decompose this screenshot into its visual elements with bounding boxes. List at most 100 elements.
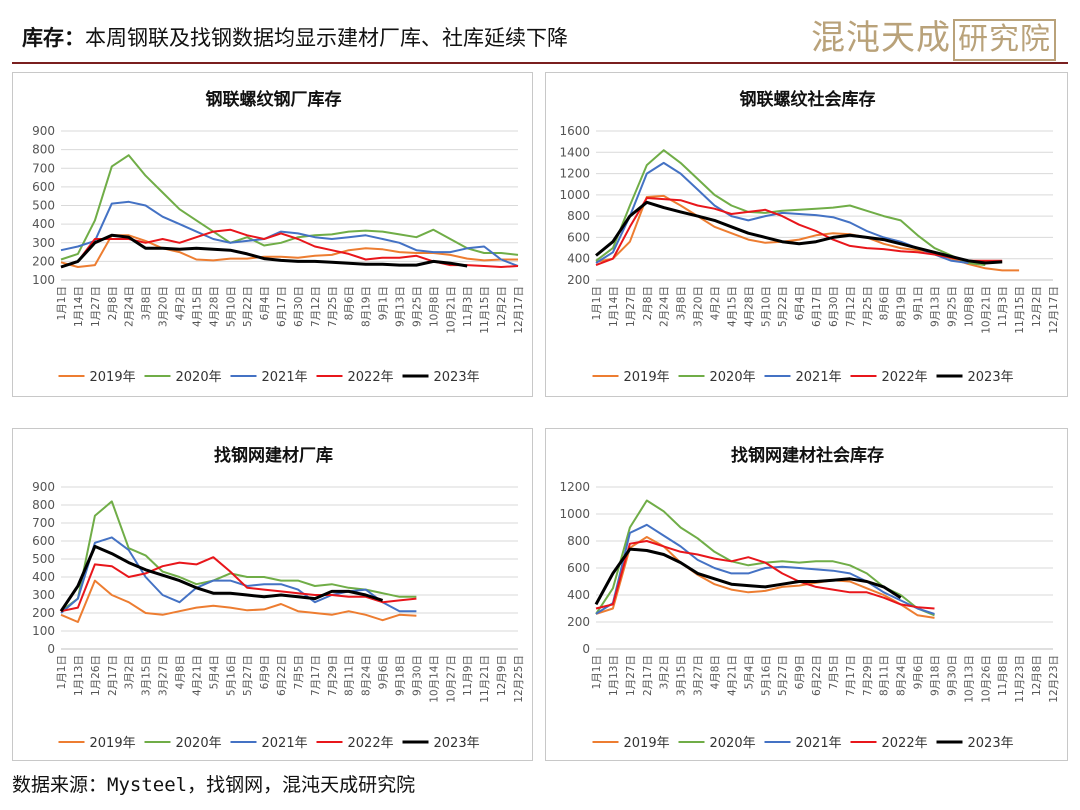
y-tick-label: 900 <box>32 124 55 138</box>
x-tick-label: 8月6日 <box>879 286 891 320</box>
y-tick-label: 800 <box>32 143 55 157</box>
y-tick-label: 100 <box>32 273 55 287</box>
brand-logo: 混沌天成 研究院 <box>811 10 1056 61</box>
x-tick-label: 1月26日 <box>90 655 102 696</box>
legend-label: 2022年 <box>882 736 928 751</box>
x-tick-label: 4月8日 <box>174 655 186 689</box>
y-tick-label: 200 <box>567 615 590 629</box>
x-tick-label: 4月21日 <box>191 655 203 696</box>
legend-label: 2020年 <box>176 736 222 751</box>
y-tick-label: 700 <box>32 161 55 175</box>
x-tick-label: 6月17日 <box>811 286 823 327</box>
x-tick-label: 2月17日 <box>642 655 654 696</box>
x-tick-label: 11月3日 <box>997 286 1009 327</box>
x-tick-label: 7月29日 <box>862 655 874 696</box>
y-tick-label: 100 <box>32 624 55 638</box>
x-tick-label: 3月8日 <box>676 286 688 320</box>
series-line-2019年 <box>60 579 417 623</box>
legend-label: 2020年 <box>710 736 756 751</box>
legend-label: 2020年 <box>176 370 222 385</box>
x-tick-label: 1月1日 <box>591 286 603 320</box>
y-tick-label: 1200 <box>559 167 590 181</box>
x-tick-label: 11月21日 <box>479 655 491 703</box>
x-tick-label: 3月15日 <box>141 655 153 696</box>
series-line-2022年 <box>60 556 417 613</box>
chart-title: 找钢网建材社会库存 <box>731 445 884 466</box>
x-tick-label: 6月17日 <box>276 286 288 327</box>
x-tick-label: 4月2日 <box>174 286 186 320</box>
x-tick-label: 4月15日 <box>726 286 738 327</box>
x-tick-label: 9月18日 <box>930 655 942 696</box>
x-tick-label: 7月29日 <box>327 655 339 696</box>
x-tick-label: 12月8日 <box>1031 655 1043 696</box>
x-tick-label: 1月1日 <box>56 655 68 689</box>
chart-panel-2: 钢联螺纹社会库存 200 400 600 800 1000 1200 1400 1600 1月1日… <box>545 72 1068 397</box>
x-tick-label: 6月9日 <box>794 655 806 689</box>
y-tick-label: 300 <box>32 236 55 250</box>
x-tick-label: 12月2日 <box>1031 286 1043 327</box>
x-tick-label: 6月30日 <box>293 286 305 327</box>
x-tick-label: 2月8日 <box>642 286 654 320</box>
y-tick-label: 1600 <box>559 124 590 138</box>
logo-text: 混沌天成 <box>811 18 951 58</box>
x-tick-label: 11月23日 <box>1014 655 1026 703</box>
x-tick-label: 3月20日 <box>693 286 705 327</box>
data-source-note: 数据来源：Mysteel，找钢网，混沌天成研究院 <box>12 774 416 796</box>
legend-label: 2023年 <box>434 370 480 385</box>
x-tick-label: 10月27日 <box>445 655 457 703</box>
x-tick-label: 9月1日 <box>378 286 390 320</box>
x-tick-label: 1月14日 <box>608 286 620 327</box>
x-tick-label: 5月27日 <box>242 655 254 696</box>
x-tick-label: 11月3日 <box>462 286 474 327</box>
legend-label: 2023年 <box>434 736 480 751</box>
x-tick-label: 5月10日 <box>225 286 237 327</box>
x-tick-label: 8月11日 <box>879 655 891 696</box>
x-tick-label: 11月9日 <box>462 655 474 696</box>
chart-title: 钢联螺纹社会库存 <box>740 89 876 110</box>
page-title: 库存：本周钢联及找钢数据均显示建材厂库、社库延续下降 <box>22 22 568 52</box>
x-tick-label: 4月15日 <box>191 286 203 327</box>
x-tick-label: 9月13日 <box>395 286 407 327</box>
page-header: 库存：本周钢联及找钢数据均显示建材厂库、社库延续下降 混沌天成 研究院 <box>0 0 1080 62</box>
x-tick-label: 4月28日 <box>208 286 220 327</box>
series-line-2020年 <box>60 154 519 261</box>
x-tick-label: 9月30日 <box>411 655 423 696</box>
x-tick-label: 4月28日 <box>743 286 755 327</box>
x-tick-label: 9月25日 <box>946 286 958 327</box>
y-tick-label: 800 <box>567 209 590 223</box>
y-tick-label: 600 <box>32 180 55 194</box>
y-tick-label: 800 <box>567 534 590 548</box>
x-tick-label: 11月15日 <box>479 286 491 334</box>
y-tick-label: 400 <box>567 252 590 266</box>
legend-label: 2021年 <box>262 370 308 385</box>
x-tick-label: 4月21日 <box>726 655 738 696</box>
x-tick-label: 5月16日 <box>225 655 237 696</box>
series-line-2019年 <box>60 234 518 268</box>
x-tick-label: 7月12日 <box>310 286 322 327</box>
x-tick-label: 6月22日 <box>276 655 288 696</box>
x-tick-label: 1月1日 <box>56 286 68 320</box>
y-tick-label: 800 <box>32 498 55 512</box>
legend-label: 2021年 <box>796 736 842 751</box>
x-tick-label: 12月9日 <box>496 655 508 696</box>
x-tick-label: 6月22日 <box>811 655 823 696</box>
x-tick-label: 7月5日 <box>293 655 305 689</box>
x-tick-label: 1月27日 <box>625 655 637 696</box>
chart-svg-2: 钢联螺纹社会库存 200 400 600 800 1000 1200 1400 1600 1月1日… <box>559 89 1060 385</box>
x-tick-label: 11月8日 <box>997 655 1009 696</box>
legend-label: 2019年 <box>624 736 670 751</box>
series-line-2023年 <box>595 200 1003 265</box>
x-tick-label: 4月8日 <box>709 655 721 689</box>
x-tick-label: 4月2日 <box>709 286 721 320</box>
x-tick-label: 3月27日 <box>693 655 705 696</box>
x-tick-label: 10月21日 <box>445 286 457 334</box>
x-tick-label: 9月30日 <box>946 655 958 696</box>
legend-label: 2022年 <box>348 370 394 385</box>
x-tick-label: 3月8日 <box>141 286 153 320</box>
chart-svg-3: 找钢网建材厂库 0 100 200 300 400 500 600 700 800 900 1月1日 1… <box>32 445 525 751</box>
chart-panel-4: 找钢网建材社会库存 0 200 400 600 800 1000 1200 1月1日 1月13日 1… <box>545 428 1068 761</box>
x-tick-label: 3月2日 <box>124 655 136 689</box>
x-tick-label: 8月24日 <box>896 655 908 696</box>
x-tick-label: 7月17日 <box>310 655 322 696</box>
x-tick-label: 10月21日 <box>980 286 992 334</box>
